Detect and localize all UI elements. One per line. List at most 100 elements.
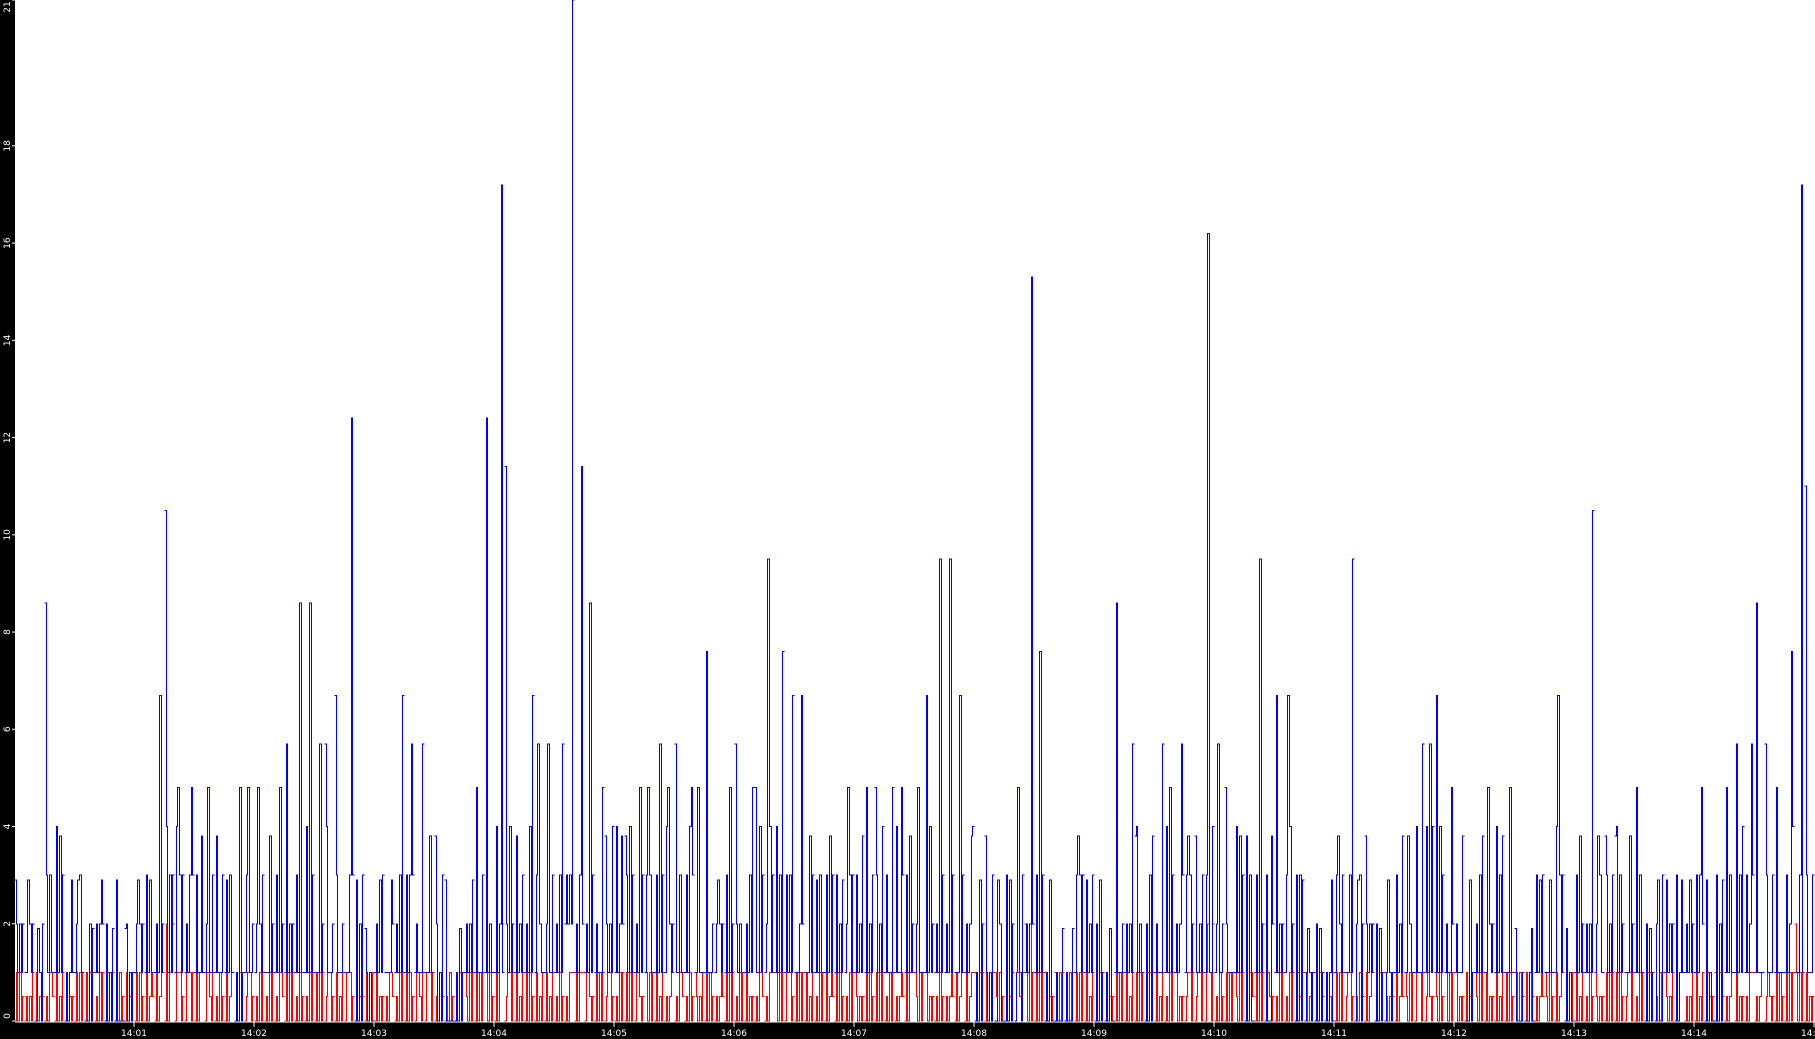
red-series-segment [274, 971, 285, 1022]
red-series-segment [174, 971, 185, 1022]
blue-series-segment [1434, 694, 1445, 973]
blue-series-segment [934, 558, 945, 973]
blue-series-segment [474, 787, 485, 973]
red-series-segment [1584, 971, 1595, 1022]
blue-series-segment [584, 602, 595, 973]
blue-series-segment [1104, 928, 1115, 1022]
blue-series-segment [1694, 787, 1705, 973]
blue-series-segment [1014, 787, 1025, 1022]
blue-series-segment [24, 879, 35, 973]
red-series-segment [694, 971, 705, 1022]
red-series-segment [1484, 971, 1495, 1022]
blue-series-segment [1584, 510, 1595, 973]
blue-series-segment [984, 835, 995, 1022]
blue-series-segment [1364, 835, 1375, 973]
red-series-segment [1254, 971, 1265, 1022]
blue-series-segment [1064, 928, 1075, 1022]
red-series-segment [1404, 971, 1415, 1022]
x-tick-label: 14:07 [841, 1029, 867, 1039]
red-series-segment [44, 971, 55, 1022]
blue-series-segment [1144, 835, 1155, 1022]
blue-series-segment [884, 787, 895, 973]
red-series-segment [964, 971, 975, 1022]
red-series-segment [644, 971, 655, 1022]
blue-series-segment [104, 923, 115, 1022]
red-series-segment [804, 971, 815, 1022]
red-series-segment [474, 971, 485, 1022]
blue-series-segment [1244, 835, 1255, 1022]
blue-series-segment [564, 0, 575, 925]
y-tick-label: 18 [3, 140, 13, 152]
blue-series-segment [1614, 826, 1625, 973]
blue-series-segment [1724, 787, 1735, 973]
blue-series-segment [1734, 743, 1745, 973]
blue-series-segment [1644, 923, 1655, 1022]
blue-series-segment [1554, 694, 1565, 973]
blue-series-segment [184, 787, 195, 973]
blue-series-segment [994, 879, 1005, 1022]
blue-series-segment [84, 923, 95, 1022]
blue-series-segment [684, 787, 695, 973]
blue-series-segment [274, 787, 285, 973]
blue-series-segment [1404, 835, 1415, 973]
blue-series-segment [764, 558, 775, 973]
red-series-segment [1634, 971, 1645, 1022]
red-series-segment [74, 971, 85, 1022]
x-tick-label: 14:13 [1561, 1029, 1587, 1039]
blue-series-segment [324, 743, 335, 973]
plot-background [15, 0, 1815, 1021]
red-series-segment [1274, 971, 1285, 1022]
blue-series-segment [544, 743, 555, 973]
blue-series-segment [1604, 835, 1615, 973]
red-series-segment [1114, 971, 1125, 1022]
blue-series-segment [714, 879, 725, 973]
blue-series-segment [914, 787, 925, 973]
blue-series-segment [34, 923, 45, 1022]
blue-series-segment [514, 835, 525, 973]
red-series-segment [894, 971, 905, 1022]
blue-series-segment [944, 558, 955, 973]
red-series-segment [724, 971, 735, 1022]
red-series-segment [884, 971, 895, 1022]
red-series-segment [1124, 971, 1135, 1022]
red-series-segment [1394, 971, 1405, 1022]
blue-series-segment [1194, 835, 1205, 973]
blue-series-segment [784, 694, 795, 973]
blue-series-segment [1414, 743, 1425, 973]
x-tick-label: 14:15 [1801, 1029, 1815, 1039]
blue-series-segment [74, 874, 85, 973]
red-series-segment [184, 971, 195, 1022]
x-tick-label: 14:10 [1201, 1029, 1227, 1039]
blue-series-segment [1564, 928, 1575, 1022]
red-series-segment [654, 971, 665, 1022]
blue-series-segment [1544, 879, 1555, 973]
blue-series-segment [824, 835, 835, 973]
red-series-segment [374, 971, 385, 1022]
blue-series-segment [234, 787, 245, 1022]
blue-series-segment [894, 787, 905, 973]
blue-series-segment [654, 743, 665, 973]
blue-series-segment [1594, 835, 1605, 973]
red-series-segment [1804, 971, 1815, 1022]
red-series-segment [314, 971, 325, 1022]
blue-series-segment [804, 835, 815, 973]
blue-series-segment [404, 743, 415, 973]
red-series-segment [414, 971, 425, 1022]
blue-series-segment [144, 874, 155, 973]
red-series-segment [834, 971, 845, 1022]
blue-series-segment [1114, 602, 1125, 973]
blue-series-segment [1304, 928, 1315, 1022]
red-series-segment [1604, 971, 1615, 1022]
x-tick-label: 14:08 [961, 1029, 987, 1039]
blue-series-segment [14, 879, 25, 973]
blue-series-segment [754, 787, 765, 973]
red-series-segment [1034, 971, 1045, 1022]
blue-series-segment [1294, 874, 1305, 1022]
blue-series-segment [1774, 787, 1785, 973]
x-tick-label: 14:09 [1081, 1029, 1107, 1039]
blue-series-segment [874, 787, 885, 973]
blue-series-segment [1314, 923, 1325, 1022]
blue-series-segment [624, 826, 635, 973]
blue-series-segment [1704, 879, 1715, 1022]
blue-series-segment [1494, 826, 1505, 973]
